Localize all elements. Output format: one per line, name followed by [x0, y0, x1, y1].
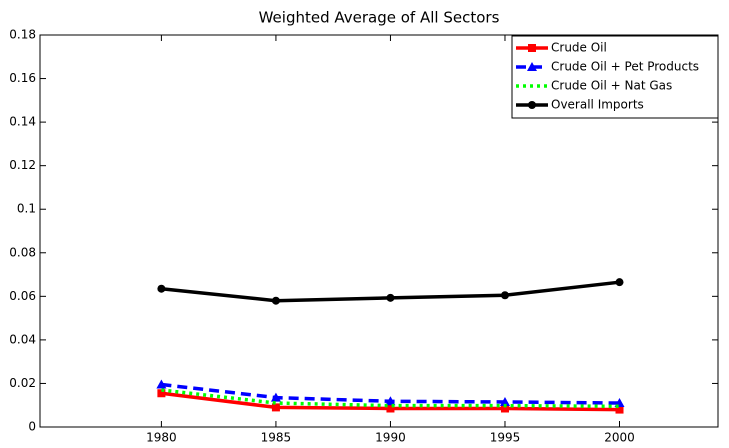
- y-tick-label: 0.18: [9, 28, 36, 42]
- marker: [385, 396, 396, 406]
- y-tick-label: 0.1: [17, 202, 36, 216]
- x-tick-label: 1985: [261, 431, 292, 445]
- marker: [615, 278, 624, 287]
- y-tick-label: 0.14: [9, 115, 36, 129]
- y-tick-label: 0.06: [9, 289, 36, 303]
- y-tick-label: 0: [28, 420, 36, 434]
- marker: [528, 101, 536, 109]
- legend-label: Crude Oil: [551, 41, 607, 55]
- legend-label: Crude Oil + Nat Gas: [551, 79, 672, 93]
- marker: [615, 405, 624, 414]
- x-tick-label: 1995: [490, 431, 521, 445]
- marker: [157, 389, 166, 398]
- marker: [156, 379, 167, 389]
- marker: [271, 296, 280, 305]
- marker: [527, 62, 537, 71]
- y-tick-label: 0.08: [9, 245, 36, 259]
- plot-frame: [39, 34, 719, 428]
- legend-label: Crude Oil + Pet Products: [551, 60, 699, 74]
- y-tick-label: 0.04: [9, 332, 36, 346]
- marker: [500, 404, 509, 413]
- marker: [271, 403, 280, 412]
- y-tick-label: 0.12: [9, 158, 36, 172]
- legend: Crude Oil Crude Oil + Pet Products Crude O…: [511, 35, 719, 119]
- marker: [499, 396, 510, 406]
- y-tick-label: 0.16: [9, 71, 36, 85]
- legend-label: Overall Imports: [551, 98, 644, 112]
- marker: [270, 392, 281, 402]
- y-tick-label: 0.02: [9, 376, 36, 390]
- marker: [386, 293, 395, 302]
- x-tick-label: 2000: [604, 431, 635, 445]
- x-tick-label: 1990: [375, 431, 406, 445]
- marker: [386, 404, 395, 413]
- marker: [157, 284, 166, 293]
- chart-title: Weighted Average of All Sectors: [259, 9, 500, 27]
- marker: [500, 291, 509, 300]
- x-tick-label: 1980: [146, 431, 177, 445]
- marker: [528, 44, 536, 52]
